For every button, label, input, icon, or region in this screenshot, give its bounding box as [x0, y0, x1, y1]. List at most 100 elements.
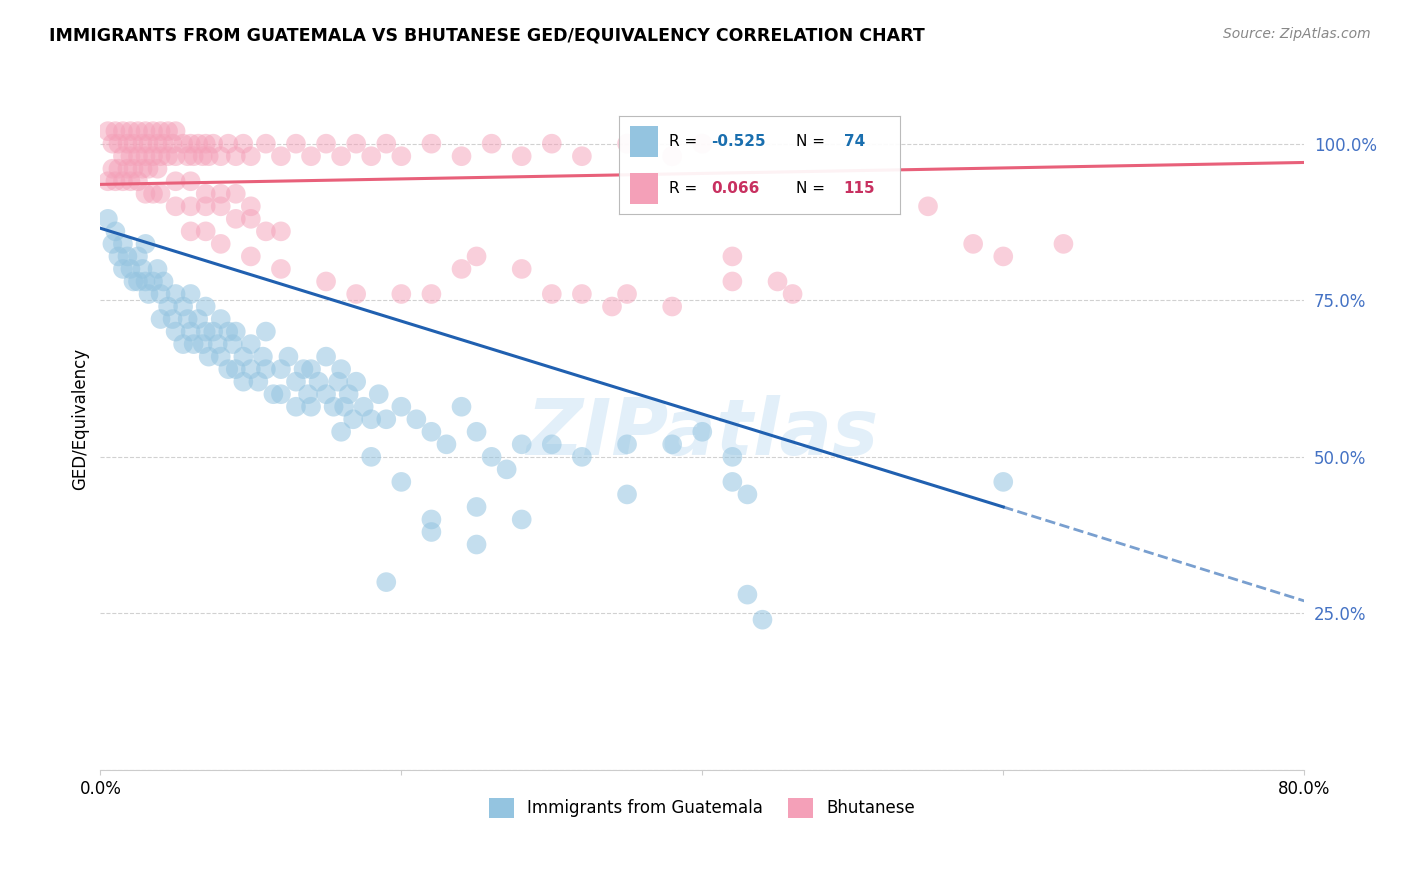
Point [165, 124, 187, 138]
Point [292, 362, 315, 376]
Point [1052, 236, 1074, 251]
Point [389, 149, 412, 163]
Point [616, 487, 638, 501]
Point [600, 300, 623, 314]
Point [117, 249, 139, 263]
Point [134, 149, 156, 163]
Point [127, 149, 149, 163]
Point [690, 425, 713, 439]
Point [254, 362, 277, 376]
Point [180, 136, 202, 151]
Point [375, 136, 398, 151]
Point [165, 287, 187, 301]
Point [134, 275, 156, 289]
Point [721, 475, 744, 489]
Point [111, 124, 134, 138]
Point [142, 124, 165, 138]
Point [104, 124, 127, 138]
Point [540, 437, 562, 451]
Point [262, 387, 284, 401]
Text: N =: N = [796, 181, 825, 196]
Point [571, 149, 593, 163]
Point [993, 475, 1015, 489]
Point [389, 475, 412, 489]
Point [101, 236, 124, 251]
Point [405, 412, 427, 426]
Point [209, 149, 232, 163]
Point [111, 262, 134, 277]
Point [217, 136, 239, 151]
Point [107, 161, 129, 176]
Point [342, 412, 364, 426]
Point [344, 287, 367, 301]
Point [142, 149, 165, 163]
Point [270, 387, 292, 401]
Point [375, 412, 398, 426]
Bar [630, 126, 658, 157]
Text: 115: 115 [844, 181, 875, 196]
Point [571, 287, 593, 301]
Point [120, 149, 142, 163]
Point [127, 124, 149, 138]
Point [326, 375, 349, 389]
Text: Source: ZipAtlas.com: Source: ZipAtlas.com [1223, 27, 1371, 41]
Point [436, 437, 458, 451]
Point [690, 136, 713, 151]
Point [131, 262, 153, 277]
Point [111, 149, 134, 163]
Point [111, 236, 134, 251]
Point [330, 425, 353, 439]
Point [315, 350, 337, 364]
Text: R =: R = [669, 181, 697, 196]
Point [481, 450, 503, 464]
Point [962, 236, 984, 251]
Point [131, 161, 153, 176]
Point [616, 136, 638, 151]
Point [337, 387, 360, 401]
Point [270, 362, 292, 376]
Point [180, 325, 202, 339]
Point [207, 337, 229, 351]
Point [252, 350, 274, 364]
Point [209, 199, 232, 213]
Point [194, 199, 217, 213]
Point [225, 325, 247, 339]
Point [122, 161, 145, 176]
Point [330, 362, 353, 376]
Point [197, 350, 219, 364]
Y-axis label: GED/Equivalency: GED/Equivalency [72, 348, 89, 491]
Point [194, 325, 217, 339]
Point [315, 136, 337, 151]
Text: ZIPatlas: ZIPatlas [526, 395, 879, 471]
Point [420, 287, 443, 301]
Point [782, 287, 804, 301]
Point [465, 249, 488, 263]
Legend: Immigrants from Guatemala, Bhutanese: Immigrants from Guatemala, Bhutanese [482, 791, 922, 825]
Point [721, 450, 744, 464]
Point [239, 249, 262, 263]
Point [751, 613, 773, 627]
Point [239, 199, 262, 213]
Point [344, 136, 367, 151]
Point [122, 275, 145, 289]
Text: 0.066: 0.066 [711, 181, 759, 196]
Text: IMMIGRANTS FROM GUATEMALA VS BHUTANESE GED/EQUIVALENCY CORRELATION CHART: IMMIGRANTS FROM GUATEMALA VS BHUTANESE G… [49, 27, 925, 45]
Point [344, 375, 367, 389]
Point [239, 362, 262, 376]
Point [661, 300, 683, 314]
Point [176, 149, 198, 163]
Point [367, 387, 389, 401]
Point [481, 136, 503, 151]
Point [225, 186, 247, 201]
Point [299, 400, 322, 414]
Point [285, 400, 308, 414]
Point [104, 174, 127, 188]
Point [239, 211, 262, 226]
Point [420, 512, 443, 526]
Text: R =: R = [669, 134, 697, 149]
Point [131, 136, 153, 151]
Point [165, 199, 187, 213]
Point [194, 136, 217, 151]
Point [239, 149, 262, 163]
Point [510, 437, 533, 451]
